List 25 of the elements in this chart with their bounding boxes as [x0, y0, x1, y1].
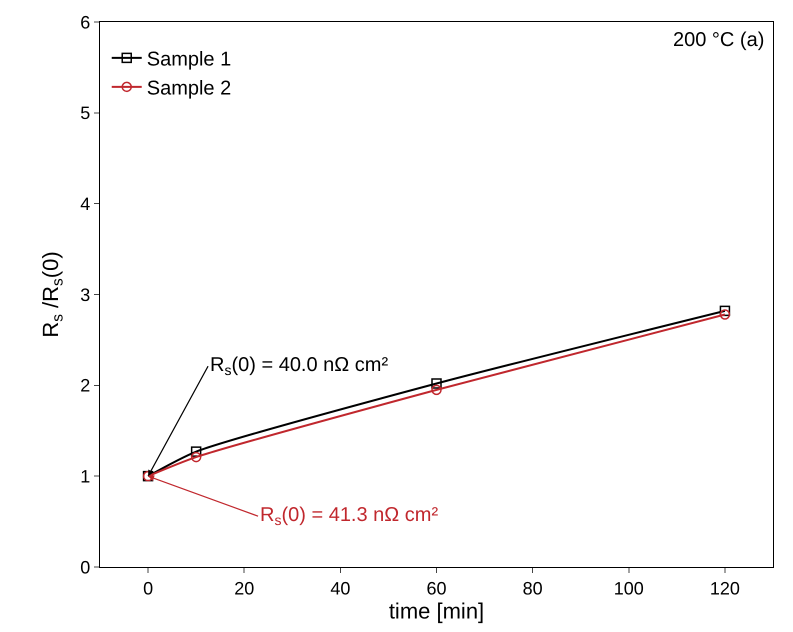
x-axis-title: time [min]: [388, 598, 484, 624]
y-tick-label: 6: [80, 12, 90, 32]
y-tick-label: 1: [80, 466, 90, 486]
legend-label: Sample 1: [146, 48, 232, 71]
annotation: R$_{s}$(0) = 40.0 nΩ cm²: [210, 354, 388, 378]
y-tick-label: 3: [80, 284, 90, 305]
point: [720, 306, 730, 316]
y-tick-label: 5: [80, 103, 90, 124]
annotation: 200 °C (a): [673, 29, 764, 51]
y-tick-label: 2: [80, 376, 90, 396]
point: [720, 309, 730, 320]
x-tick-label: 40: [330, 578, 350, 599]
x-tick-label: 100: [614, 578, 644, 599]
x-tick-label: 20: [234, 578, 254, 599]
x-tick-label: 120: [710, 578, 740, 599]
legend-label: Sample 2: [146, 78, 232, 100]
y-tick-label: 4: [80, 194, 90, 214]
annotation: R$_{s}$(0) = 41.3 nΩ cm²: [260, 504, 438, 528]
point: [431, 378, 442, 389]
y-tick-label: 0: [80, 557, 90, 578]
x-tick-label: 60: [426, 578, 447, 599]
point: [190, 452, 202, 462]
x-tick-label: 80: [522, 578, 543, 599]
x-tick-label: 0: [143, 578, 154, 599]
point: [431, 384, 442, 396]
